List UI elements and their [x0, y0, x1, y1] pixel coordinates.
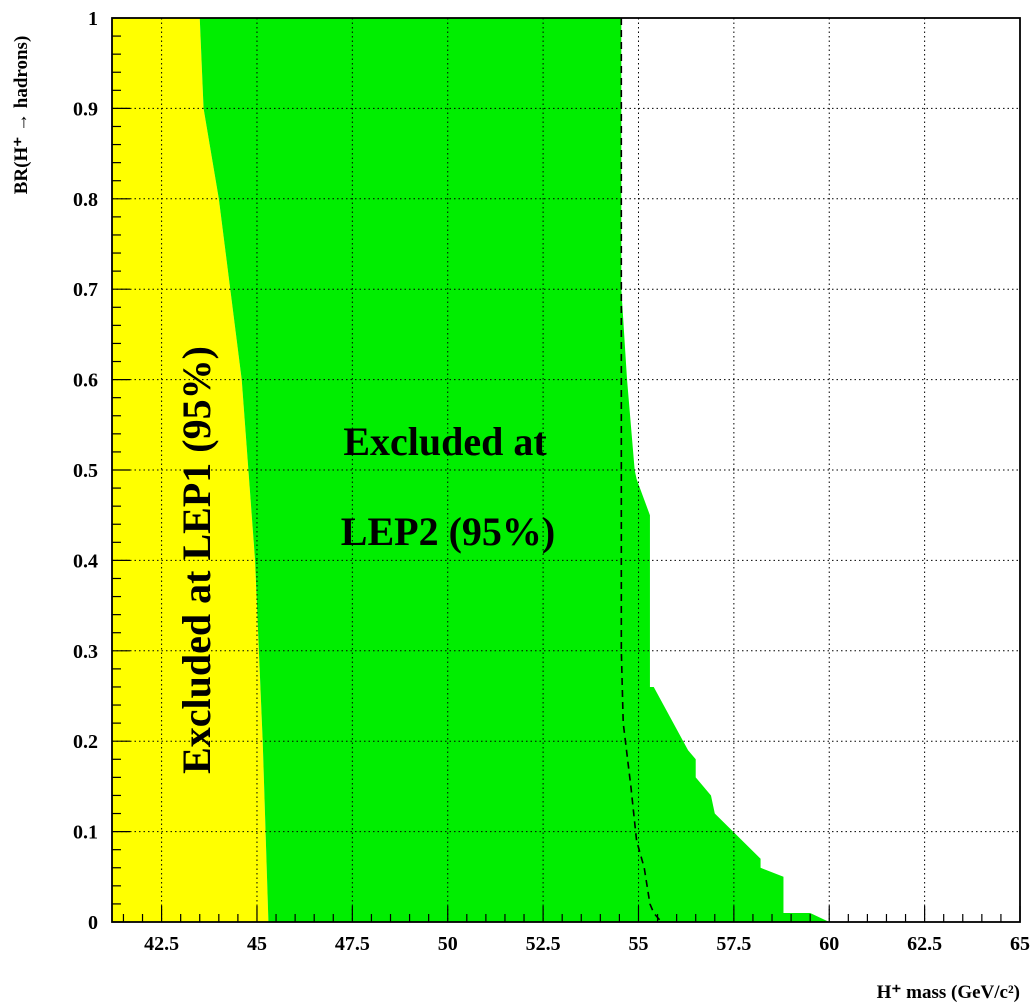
lep2-exclusion-region — [199, 18, 830, 922]
y-tick-label: 0.3 — [73, 641, 98, 663]
x-tick-label: 57.5 — [716, 933, 751, 955]
x-tick-label: 52.5 — [526, 933, 561, 955]
lep2-region-label-line2: LEP2 (95%) — [341, 509, 555, 554]
exclusion-regions — [112, 18, 830, 922]
x-tick-label: 62.5 — [907, 933, 942, 955]
x-tick-label: 65 — [1010, 933, 1030, 955]
x-tick-label: 45 — [247, 933, 267, 955]
expected-limit-line — [620, 18, 662, 923]
grid — [112, 18, 1020, 922]
y-tick-label: 0.1 — [73, 822, 98, 844]
y-tick-label: 0.7 — [73, 279, 98, 301]
y-tick-label: 0.8 — [73, 189, 98, 211]
x-tick-label: 42.5 — [144, 933, 179, 955]
x-tick-label: 60 — [819, 933, 839, 955]
y-tick-label: 0.9 — [73, 98, 98, 120]
y-tick-label: 0.4 — [73, 550, 98, 572]
x-tick-label: 55 — [628, 933, 648, 955]
y-tick-label: 0.6 — [73, 370, 98, 392]
x-tick-label: 47.5 — [335, 933, 370, 955]
axis-ticks — [112, 17, 1021, 923]
x-tick-label: 50 — [438, 933, 458, 955]
y-tick-label: 1 — [88, 8, 98, 30]
lep1-region-label: Excluded at LEP1 (95%) — [174, 346, 219, 774]
y-axis-title: BR(H⁺ → hadrons) — [11, 36, 32, 195]
y-tick-label: 0.2 — [73, 731, 98, 753]
y-tick-label: 0 — [88, 912, 98, 934]
y-tick-label: 0.5 — [73, 460, 98, 482]
tick-labels: 42.5 45 47.5 50 52.5 55 57.5 60 62.5 65 0 0.1 0.2 0.3… — [73, 8, 1030, 955]
lep1-exclusion-region — [112, 18, 269, 922]
x-axis-title: H⁺ mass (GeV/c²) — [877, 982, 1020, 1003]
lep2-region-label-line1: Excluded at — [343, 419, 547, 464]
